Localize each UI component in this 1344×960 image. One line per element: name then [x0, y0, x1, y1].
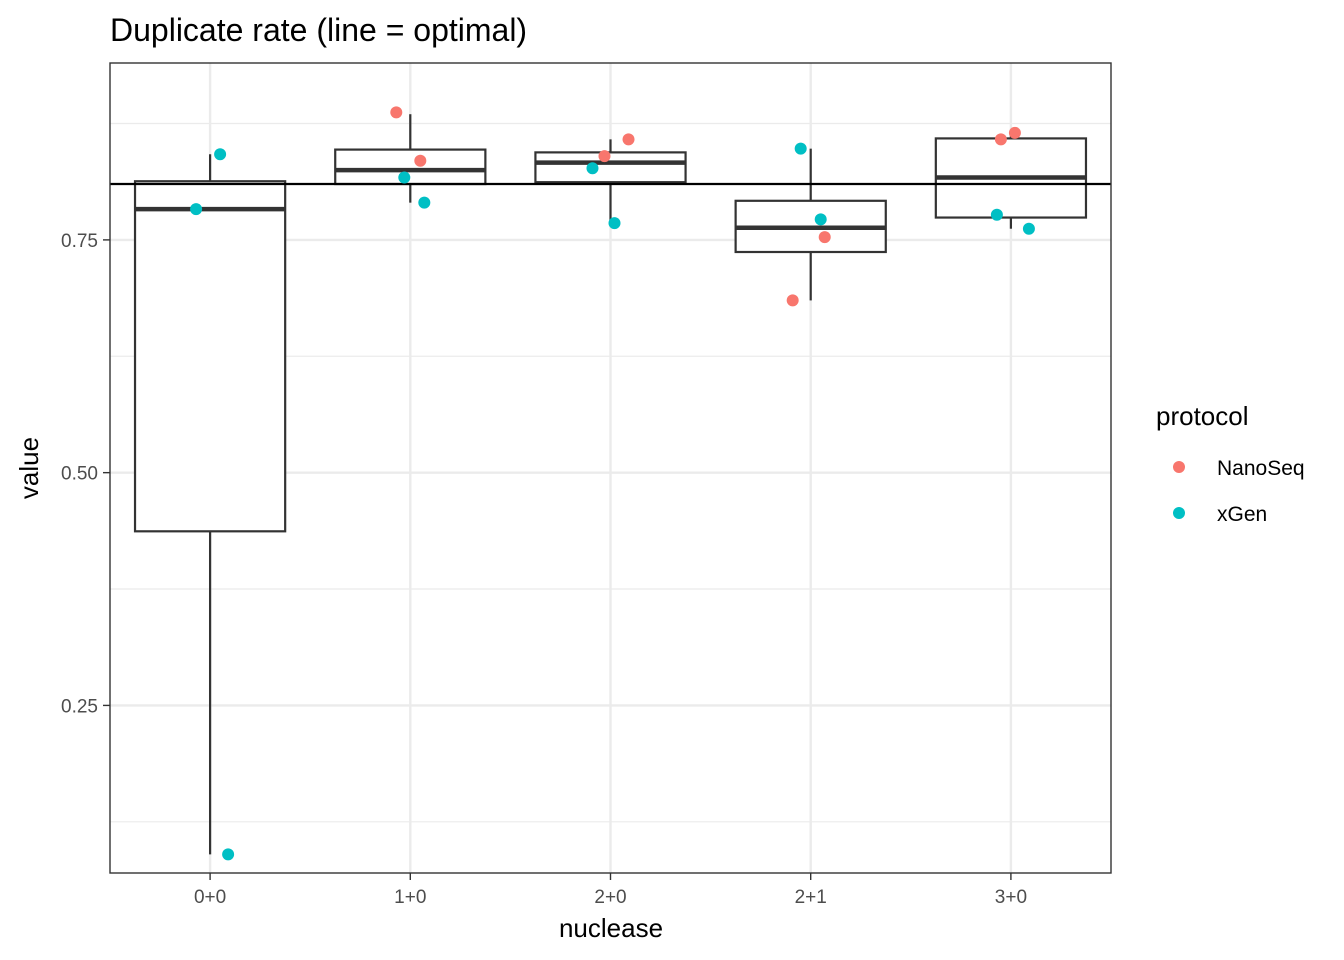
x-tick-label: 2+1	[795, 887, 827, 908]
x-axis-title: nuclease	[559, 913, 663, 943]
boxplot-2+0	[534, 139, 687, 224]
data-points	[190, 106, 1035, 861]
series-xGen	[190, 142, 1035, 861]
x-tick-label: 2+0	[594, 887, 626, 908]
boxplot-2+1	[734, 148, 887, 301]
point-NanoSeq	[390, 106, 403, 119]
box-iqr	[133, 180, 287, 533]
point-NanoSeq	[994, 133, 1007, 146]
chart-title: Duplicate rate (line = optimal)	[110, 12, 527, 48]
y-axis: 0.25 0.50 0.75	[61, 231, 110, 717]
point-xGen	[418, 196, 431, 209]
legend-key	[1173, 461, 1185, 473]
x-tick-label: 0+0	[194, 887, 226, 908]
legend-key	[1173, 507, 1185, 519]
point-xGen	[586, 162, 599, 175]
point-NanoSeq	[786, 294, 799, 307]
point-xGen	[214, 148, 227, 161]
box-iqr	[534, 151, 687, 184]
series-NanoSeq	[390, 106, 1021, 307]
point-xGen	[608, 217, 621, 230]
y-tick-label: 0.25	[61, 696, 98, 717]
box-iqr	[334, 148, 487, 186]
x-tick-label: 3+0	[995, 887, 1027, 908]
legend-item-xGen: xGen	[1173, 503, 1267, 526]
point-NanoSeq	[414, 154, 427, 167]
point-xGen	[222, 848, 235, 861]
legend-title: protocol	[1156, 401, 1249, 431]
boxplot-3+0	[934, 132, 1088, 229]
y-tick-label: 0.50	[61, 464, 98, 485]
point-xGen	[398, 171, 411, 184]
point-xGen	[1022, 222, 1035, 235]
point-xGen	[990, 208, 1003, 221]
boxplots	[133, 114, 1088, 855]
point-NanoSeq	[1008, 126, 1021, 139]
point-xGen	[814, 213, 827, 226]
point-xGen	[190, 203, 203, 216]
point-NanoSeq	[598, 150, 611, 163]
legend-item-NanoSeq: NanoSeq	[1173, 457, 1305, 480]
point-NanoSeq	[818, 231, 831, 244]
x-axis: 0+0 1+0 2+0 2+1 3+0	[194, 873, 1027, 908]
boxplot-1+0	[334, 114, 487, 203]
legend-label: xGen	[1217, 503, 1267, 526]
point-xGen	[794, 142, 807, 155]
y-tick-label: 0.75	[61, 231, 98, 252]
legend-label: NanoSeq	[1217, 457, 1305, 480]
x-tick-label: 1+0	[394, 887, 426, 908]
boxplot-0+0	[133, 154, 287, 855]
legend: protocol NanoSeq xGen	[1156, 401, 1305, 526]
y-axis-title: value	[14, 437, 44, 499]
point-NanoSeq	[622, 133, 635, 146]
